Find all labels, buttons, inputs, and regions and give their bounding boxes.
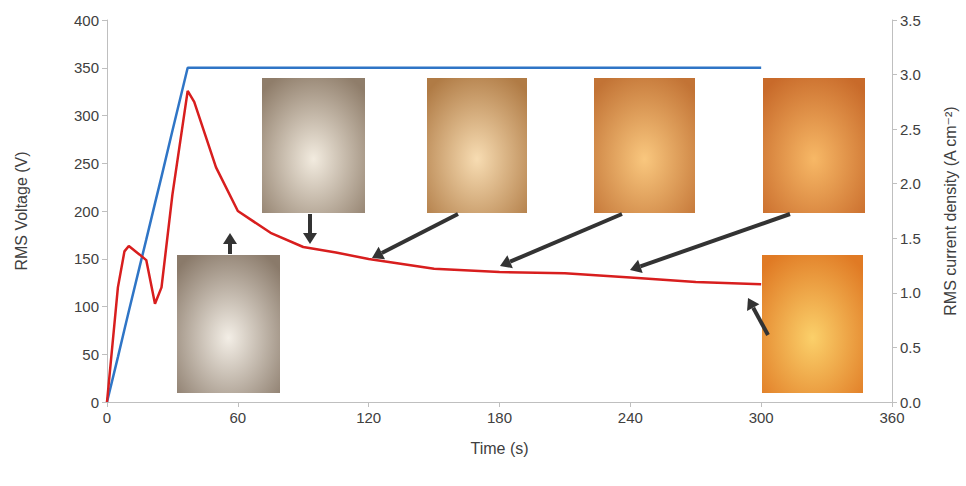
svg-text:250: 250	[74, 155, 99, 172]
svg-text:0: 0	[91, 394, 99, 411]
svg-text:0.5: 0.5	[900, 339, 921, 356]
svg-text:60: 60	[229, 409, 246, 426]
svg-text:Time (s): Time (s)	[470, 440, 528, 457]
svg-text:150: 150	[74, 250, 99, 267]
svg-text:1.5: 1.5	[900, 230, 921, 247]
svg-text:2.5: 2.5	[900, 121, 921, 138]
svg-text:0.0: 0.0	[900, 394, 921, 411]
svg-text:100: 100	[74, 298, 99, 315]
svg-text:180: 180	[487, 409, 512, 426]
svg-text:3.0: 3.0	[900, 66, 921, 83]
svg-text:RMS Voltage (V): RMS Voltage (V)	[13, 151, 30, 270]
svg-text:0: 0	[103, 409, 111, 426]
svg-text:360: 360	[879, 409, 904, 426]
svg-text:50: 50	[82, 346, 99, 363]
svg-text:RMS current density (A cm⁻²): RMS current density (A cm⁻²)	[942, 106, 959, 315]
svg-text:350: 350	[74, 59, 99, 76]
svg-text:200: 200	[74, 203, 99, 220]
svg-text:300: 300	[749, 409, 774, 426]
svg-text:2.0: 2.0	[900, 175, 921, 192]
svg-text:400: 400	[74, 12, 99, 29]
svg-text:300: 300	[74, 107, 99, 124]
svg-text:1.0: 1.0	[900, 284, 921, 301]
svg-text:3.5: 3.5	[900, 12, 921, 29]
svg-text:120: 120	[356, 409, 381, 426]
svg-text:240: 240	[618, 409, 643, 426]
